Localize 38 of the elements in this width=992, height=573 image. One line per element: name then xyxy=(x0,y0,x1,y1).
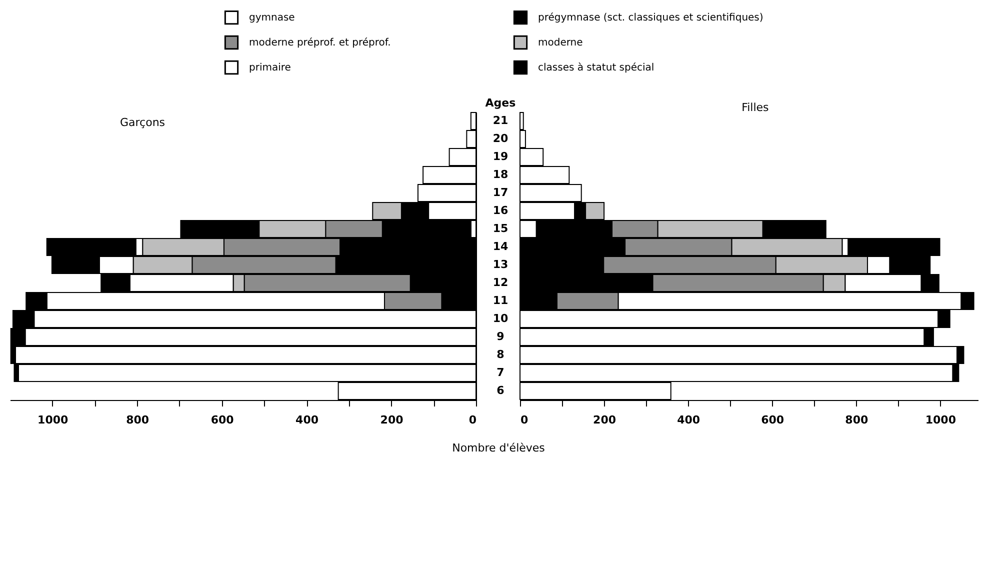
x-tick-label: 400 xyxy=(677,414,700,426)
chart-title: Filles xyxy=(742,101,770,114)
y-axis-title: Ages xyxy=(485,96,516,110)
x-tick-label: 800 xyxy=(126,414,150,426)
x-tick-label: 0 xyxy=(520,414,528,426)
legend-label: prégymnase (sct. classiques et scientifiques) xyxy=(538,12,764,24)
legend-label: moderne xyxy=(538,38,583,48)
y-tick-label: 15 xyxy=(492,222,508,235)
x-axis-title: Nombre d'élèves xyxy=(452,442,546,454)
x-tick-label: 600 xyxy=(210,414,234,426)
y-tick-label: 14 xyxy=(492,240,508,253)
x-tick-label: 200 xyxy=(380,414,404,426)
x-tick-label: 1000 xyxy=(38,414,69,426)
y-tick-label: 10 xyxy=(492,312,508,325)
y-tick-label: 9 xyxy=(496,330,504,343)
y-tick-label: 8 xyxy=(496,348,504,361)
y-tick-label: 17 xyxy=(492,186,508,199)
x-tick-label: 200 xyxy=(593,414,616,426)
y-tick-label: 18 xyxy=(492,168,508,181)
legend-label: moderne préprof. et préprof. xyxy=(249,38,391,48)
legend-label: primaire xyxy=(249,62,291,74)
legend-label: gymnase xyxy=(249,12,295,24)
x-tick-label: 1000 xyxy=(925,414,956,426)
y-tick-label: 12 xyxy=(492,276,508,289)
y-tick-label: 11 xyxy=(492,294,508,307)
x-tick-label: 600 xyxy=(761,414,784,426)
legend-label: classes à statut spécial xyxy=(538,62,654,74)
x-tick-label: 800 xyxy=(845,414,868,426)
y-tick-label: 13 xyxy=(492,258,508,271)
chart-title: Garçons xyxy=(120,116,166,129)
y-tick-label: 20 xyxy=(492,132,508,145)
y-tick-label: 16 xyxy=(492,204,508,217)
y-tick-label: 19 xyxy=(492,150,508,163)
y-tick-label: 7 xyxy=(496,366,504,379)
x-tick-label: 0 xyxy=(468,414,477,426)
y-tick-label: 21 xyxy=(492,114,508,127)
y-tick-label: 6 xyxy=(496,384,505,397)
x-tick-label: 400 xyxy=(296,414,319,426)
